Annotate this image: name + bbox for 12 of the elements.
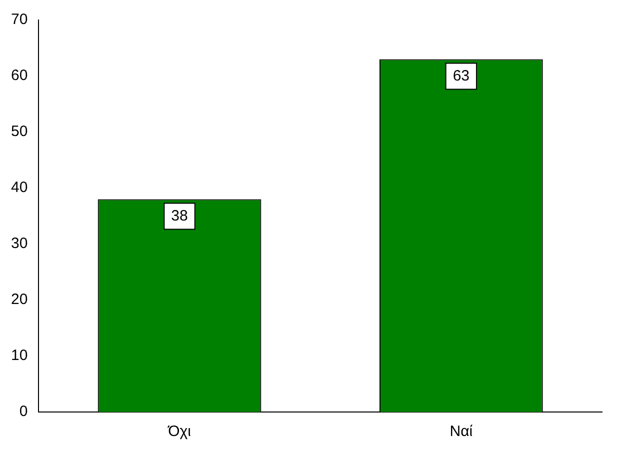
y-tick-label: 40: [10, 179, 28, 196]
y-tick-label: 0: [19, 403, 28, 420]
y-tick-label: 70: [10, 11, 28, 28]
x-tick-label: Ναί: [450, 423, 474, 440]
y-tick-label: 20: [10, 291, 28, 308]
y-tick-label: 30: [10, 235, 28, 252]
y-tick-label: 60: [10, 67, 28, 84]
data-label: 63: [452, 67, 470, 84]
y-tick-label: 10: [10, 347, 28, 364]
y-tick-label: 50: [10, 123, 28, 140]
x-tick-label: Όχι: [167, 423, 191, 440]
data-label: 38: [171, 207, 188, 224]
